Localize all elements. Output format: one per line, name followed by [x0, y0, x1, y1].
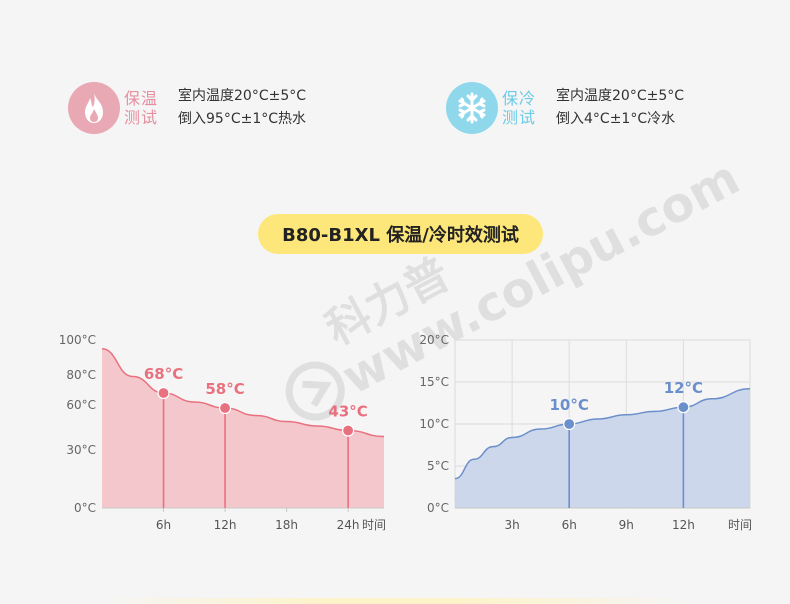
- heat-retention-legend: 保温 测试 室内温度20°C±5°C 倒入95°C±1°C热水: [68, 82, 306, 134]
- heat-room-temp: 室内温度20°C±5°C: [178, 88, 307, 104]
- cold-data-label: 10°C: [549, 396, 588, 414]
- heat-retention-chart: 0°C 30°C 60°C 80°C 100°C 6h 12h 18h 24h 时间 68°C 58°…: [59, 333, 386, 532]
- snowflake-icon: [446, 82, 498, 134]
- cold-room-temp: 室内温度20°C±5°C: [556, 88, 685, 104]
- heat-y-tick-label: 30°C: [66, 443, 96, 457]
- heat-x-tick-label: 24h: [337, 518, 360, 532]
- cold-water-temp: 倒入4°C±1°C冷水: [556, 111, 676, 127]
- cold-retention-legend: 保冷 测试 室内温度20°C±5°C 倒入4°C±1°C冷水: [446, 82, 684, 134]
- cold-x-tick-label: 3h: [504, 518, 519, 532]
- cold-y-tick-label: 15°C: [419, 375, 449, 389]
- heat-tag-line-2: 测试: [124, 108, 159, 127]
- bottom-decoration: [100, 598, 690, 604]
- heat-x-tick-label: 18h: [275, 518, 298, 532]
- cold-tag-line-1: 保冷: [502, 89, 537, 108]
- heat-y-tick-label: 0°C: [74, 501, 96, 515]
- heat-water-temp: 倒入95°C±1°C热水: [178, 111, 307, 127]
- heat-y-tick-label: 80°C: [66, 368, 96, 382]
- watermark-logo-icon: [285, 361, 345, 421]
- cold-data-point: [563, 417, 576, 431]
- heat-data-point: [342, 424, 355, 437]
- cold-y-tick-label: 20°C: [419, 333, 449, 347]
- cold-y-tick-label: 10°C: [419, 417, 449, 431]
- cold-x-unit-label: 时间: [728, 518, 752, 532]
- chart-title: B80-B1XL 保温/冷时效测试: [282, 225, 519, 246]
- cold-x-tick-label: 9h: [619, 518, 634, 532]
- cold-area: [455, 388, 750, 508]
- cold-y-tick-label: 0°C: [427, 501, 449, 515]
- heat-data-label: 43°C: [328, 403, 367, 421]
- cold-data-label: 12°C: [664, 379, 703, 397]
- cold-test-tag: 保冷 测试: [502, 89, 536, 127]
- heat-data-point: [218, 401, 232, 415]
- heat-curve: [101, 348, 385, 438]
- flame-icon: [68, 82, 120, 134]
- heat-test-tag: 保温 测试: [124, 89, 158, 127]
- heat-area: [102, 348, 384, 508]
- heat-test-conditions: 室内温度20°C±5°C 倒入95°C±1°C热水: [178, 85, 306, 131]
- heat-data-point: [157, 386, 170, 400]
- cold-retention-chart: 0°C 5°C 10°C 15°C 20°C 3h 6h 9h 12h 时间 10°C 12°C: [419, 333, 752, 532]
- heat-x-unit-label: 时间: [362, 518, 386, 532]
- cold-test-conditions: 室内温度20°C±5°C 倒入4°C±1°C冷水: [556, 85, 684, 131]
- cold-data-point: [677, 401, 690, 414]
- cold-y-tick-label: 5°C: [427, 459, 449, 473]
- chart-title-pill: B80-B1XL 保温/冷时效测试: [258, 214, 543, 254]
- heat-data-label: 68°C: [144, 365, 183, 383]
- cold-x-tick-label: 12h: [672, 518, 695, 532]
- cold-x-tick-label: 6h: [562, 518, 577, 532]
- heat-data-label: 58°C: [205, 380, 244, 398]
- heat-y-tick-label: 100°C: [59, 333, 96, 347]
- heat-tag-line-1: 保温: [124, 89, 159, 108]
- heat-y-tick-label: 60°C: [66, 398, 96, 412]
- heat-x-tick-label: 12h: [214, 518, 237, 532]
- cold-tag-line-2: 测试: [502, 108, 537, 127]
- heat-x-tick-label: 6h: [156, 518, 171, 532]
